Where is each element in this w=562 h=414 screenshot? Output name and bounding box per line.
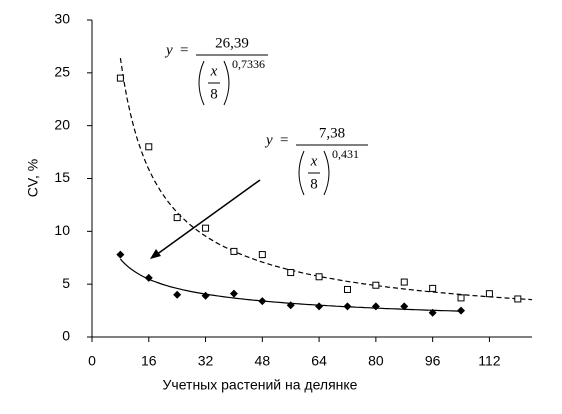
point [371, 302, 380, 311]
x-tick-label: 112 [478, 353, 501, 369]
point [485, 290, 493, 298]
point [145, 143, 153, 151]
point [229, 289, 238, 298]
formula-equals: = [280, 132, 288, 148]
point [173, 214, 181, 222]
formula-exponent: 0,431 [332, 147, 359, 161]
point [343, 302, 352, 311]
x-tick-label: 0 [88, 353, 96, 369]
point [315, 273, 323, 281]
x-tick-label: 96 [425, 353, 441, 369]
point [173, 290, 182, 299]
point [457, 306, 466, 315]
point [429, 284, 437, 292]
point [400, 278, 408, 286]
point [116, 250, 125, 259]
point [258, 251, 266, 259]
x-axis-label: Учетных растений на делянке [163, 377, 358, 393]
point [258, 297, 267, 306]
paren [323, 150, 330, 196]
x-tick-label: 48 [255, 353, 271, 369]
formula-divisor: 8 [210, 86, 218, 102]
y-tick-label: 15 [54, 169, 70, 185]
formula-y: y [264, 132, 273, 148]
y-tick-label: 10 [54, 222, 70, 238]
formula-x: x [210, 63, 218, 79]
point [315, 302, 324, 311]
x-tick-label: 32 [198, 353, 214, 369]
y-tick-label: 25 [54, 64, 70, 80]
y-tick-label: 20 [54, 116, 70, 132]
x-tick-label: 64 [311, 353, 327, 369]
formula-equals: = [180, 42, 188, 58]
arrow-head [150, 249, 161, 259]
point [144, 273, 153, 282]
point [286, 301, 295, 310]
formula-numerator: 26,39 [215, 35, 249, 51]
point [514, 295, 522, 303]
point [202, 224, 210, 232]
y-tick-label: 5 [62, 275, 70, 291]
formula-x: x [310, 153, 318, 169]
formula-divisor: 8 [310, 176, 318, 192]
x-tick-label: 16 [141, 353, 157, 369]
point [287, 269, 295, 277]
point [230, 247, 238, 255]
formula-exponent: 0,7336 [232, 57, 265, 71]
point [201, 291, 210, 300]
point [428, 308, 437, 317]
formula-numerator: 7,38 [319, 125, 345, 141]
y-axis-label: CV, % [25, 159, 41, 197]
point [400, 302, 409, 311]
x-tick-label: 80 [368, 353, 384, 369]
y-tick-label: 0 [62, 328, 70, 344]
arrow [155, 179, 261, 256]
paren [223, 60, 230, 106]
paren [198, 60, 205, 106]
fit-curve [119, 58, 533, 301]
point [116, 74, 124, 82]
formula-y: y [164, 42, 173, 58]
paren [298, 150, 305, 196]
point [457, 294, 465, 302]
point [372, 281, 380, 289]
point [343, 285, 351, 293]
y-tick-label: 30 [54, 11, 70, 27]
